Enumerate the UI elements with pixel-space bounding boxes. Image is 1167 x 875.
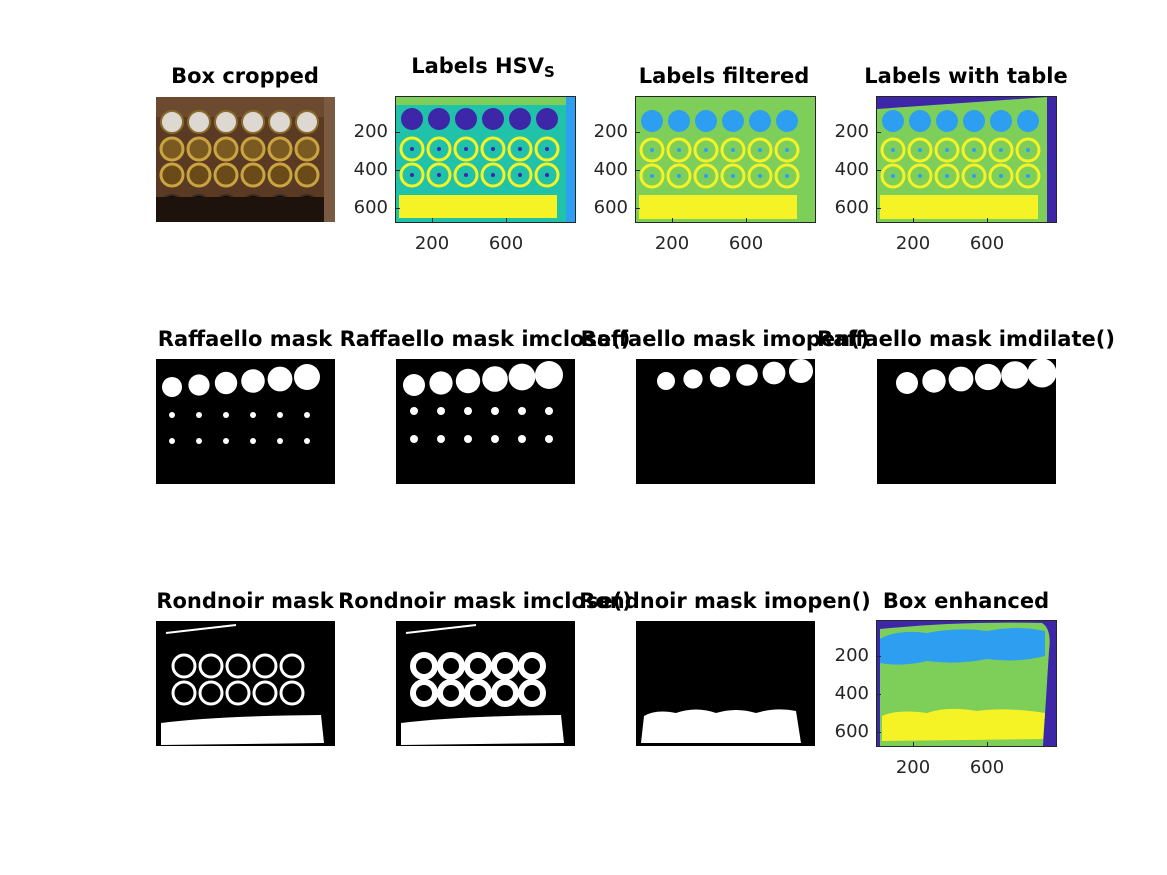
x-tick-mark xyxy=(987,742,988,746)
x-tick-mark xyxy=(987,218,988,222)
panel-title-rondnoir-mask-imclose: Rondnoir mask imclose() xyxy=(338,589,632,613)
x-tick-label: 600 xyxy=(728,233,764,254)
y-tick-label: 200 xyxy=(834,645,869,666)
y-tick-label: 200 xyxy=(353,121,388,142)
panel-title-box-enhanced: Box enhanced xyxy=(882,589,1050,613)
x-tick-label: 600 xyxy=(969,757,1005,778)
y-tick-mark xyxy=(396,208,400,209)
y-tick-label: 600 xyxy=(834,721,869,742)
panel-title-rondnoir-mask: Rondnoir mask xyxy=(156,589,334,613)
y-tick-mark xyxy=(877,732,881,733)
y-tick-mark xyxy=(396,170,400,171)
x-tick-mark xyxy=(913,742,914,746)
y-tick-mark xyxy=(636,208,640,209)
image-labels-filtered xyxy=(635,96,816,223)
y-tick-mark xyxy=(877,694,881,695)
panel-title-raffaello-mask-imclose: Raffaello mask imclose() xyxy=(339,327,631,351)
x-tick-mark xyxy=(506,218,507,222)
panel-title-labels-filtered: Labels filtered xyxy=(638,64,810,88)
image-box-cropped xyxy=(156,97,335,222)
panel-title-raffaello-mask: Raffaello mask xyxy=(157,327,333,351)
panel-title-raffaello-mask-imopen: Raffaello mask imopen() xyxy=(580,327,870,351)
x-tick-mark xyxy=(913,218,914,222)
panel-title-labels-hsv-text: Labels HSV xyxy=(411,54,544,78)
image-raffaello-mask-imclose xyxy=(396,359,575,484)
y-tick-mark xyxy=(877,132,881,133)
y-tick-label: 400 xyxy=(593,159,628,180)
image-labels-with-table xyxy=(876,96,1057,223)
x-tick-mark xyxy=(432,218,433,222)
x-tick-mark xyxy=(746,218,747,222)
panel-title-labels-hsv-subscript: S xyxy=(543,63,555,81)
y-tick-label: 600 xyxy=(593,197,628,218)
image-raffaello-mask-imdilate xyxy=(877,359,1056,484)
y-tick-label: 400 xyxy=(834,683,869,704)
panel-title-labels-with-table: Labels with table xyxy=(864,64,1068,88)
y-tick-label: 200 xyxy=(834,121,869,142)
y-tick-label: 600 xyxy=(353,197,388,218)
y-tick-mark xyxy=(636,170,640,171)
image-labels-hsv xyxy=(395,96,576,223)
y-tick-mark xyxy=(396,132,400,133)
panel-title-box-cropped: Box cropped xyxy=(171,64,319,88)
x-tick-label: 200 xyxy=(895,233,931,254)
panel-title-labels-hsv: Labels HSVS xyxy=(411,56,555,80)
x-tick-label: 200 xyxy=(895,757,931,778)
x-tick-mark xyxy=(672,218,673,222)
y-tick-label: 400 xyxy=(353,159,388,180)
y-tick-label: 600 xyxy=(834,197,869,218)
y-tick-mark xyxy=(877,656,881,657)
x-tick-label: 200 xyxy=(414,233,450,254)
y-tick-mark xyxy=(636,132,640,133)
image-raffaello-mask-imopen xyxy=(636,359,815,484)
image-box-enhanced xyxy=(876,620,1057,747)
image-rondnoir-mask xyxy=(156,621,335,746)
x-tick-label: 600 xyxy=(488,233,524,254)
panel-title-rondnoir-mask-imopen: Rondnoir mask imopen() xyxy=(579,589,871,613)
panel-title-raffaello-mask-imdilate: Raffaello mask imdilate() xyxy=(817,327,1115,351)
image-rondnoir-mask-imopen xyxy=(636,621,815,746)
image-raffaello-mask xyxy=(156,359,335,484)
y-tick-label: 200 xyxy=(593,121,628,142)
y-tick-mark xyxy=(877,208,881,209)
y-tick-label: 400 xyxy=(834,159,869,180)
image-rondnoir-mask-imclose xyxy=(396,621,575,746)
x-tick-label: 600 xyxy=(969,233,1005,254)
x-tick-label: 200 xyxy=(654,233,690,254)
y-tick-mark xyxy=(877,170,881,171)
